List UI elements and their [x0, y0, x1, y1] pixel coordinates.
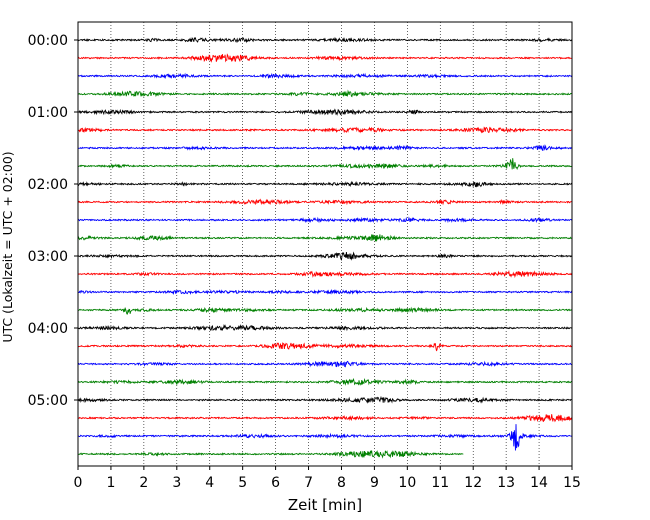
seismogram-trace	[77, 36, 573, 44]
seismogram-trace	[77, 53, 573, 63]
x-tick-label: 9	[370, 475, 379, 491]
x-axis-ticks: 0 1 2 3 4 5 6 7 8 9 10 11 12 13 14 15	[74, 466, 581, 491]
grid-lines	[110, 22, 540, 466]
x-tick-label: 10	[398, 475, 416, 491]
x-tick-label: 0	[74, 475, 83, 491]
seismogram-trace	[77, 89, 573, 98]
x-tick-label: 15	[563, 475, 581, 491]
x-tick-label: 5	[238, 475, 247, 491]
seismogram-trace	[77, 414, 573, 423]
x-tick-label: 12	[464, 475, 482, 491]
x-tick-label: 3	[172, 475, 181, 491]
seismogram-trace	[77, 377, 573, 386]
x-tick-label: 11	[431, 475, 449, 491]
seismogram-trace	[77, 108, 573, 116]
y-axis-ticks: 00:00 01:00 02:00 03:00 04:00 05:00	[28, 33, 78, 409]
y-tick-label: 02:00	[28, 177, 68, 193]
plot-frame	[77, 21, 573, 467]
x-tick-label: 6	[271, 475, 280, 491]
seismogram-trace	[77, 360, 573, 368]
seismogram-trace	[77, 72, 573, 80]
seismogram-trace	[77, 180, 573, 188]
x-tick-label: 1	[106, 475, 115, 491]
seismogram-trace	[77, 424, 573, 451]
x-tick-label: 14	[530, 475, 548, 491]
y-tick-label: 05:00	[28, 393, 68, 409]
seismogram-trace	[77, 323, 573, 332]
x-axis-label: Zeit [min]	[288, 496, 362, 514]
y-tick-label: 01:00	[28, 105, 68, 121]
y-tick-label: 00:00	[28, 33, 68, 49]
seismogram-trace	[77, 269, 573, 279]
seismogram-trace	[77, 216, 573, 224]
seismogram-trace	[77, 288, 573, 296]
seismogram-trace	[77, 342, 573, 352]
x-tick-label: 8	[337, 475, 346, 491]
seismogram-trace	[77, 198, 573, 206]
x-tick-label: 13	[497, 475, 515, 491]
seismogram-trace	[77, 234, 573, 242]
x-tick-label: 4	[205, 475, 214, 491]
x-tick-label: 2	[139, 475, 148, 491]
seismogram-trace	[77, 126, 573, 134]
seismogram-trace	[77, 158, 573, 170]
seismogram-trace	[77, 251, 573, 261]
y-tick-label: 04:00	[28, 321, 68, 337]
seismogram-trace	[77, 144, 573, 152]
seismogram-trace	[77, 450, 464, 459]
y-axis-label: UTC (Lokalzeit = UTC + 02:00)	[0, 151, 15, 342]
seismogram-trace	[77, 395, 573, 404]
seismogram-traces	[77, 36, 573, 459]
y-tick-label: 03:00	[28, 249, 68, 265]
seismogram-trace	[77, 306, 573, 315]
x-tick-label: 7	[304, 475, 313, 491]
